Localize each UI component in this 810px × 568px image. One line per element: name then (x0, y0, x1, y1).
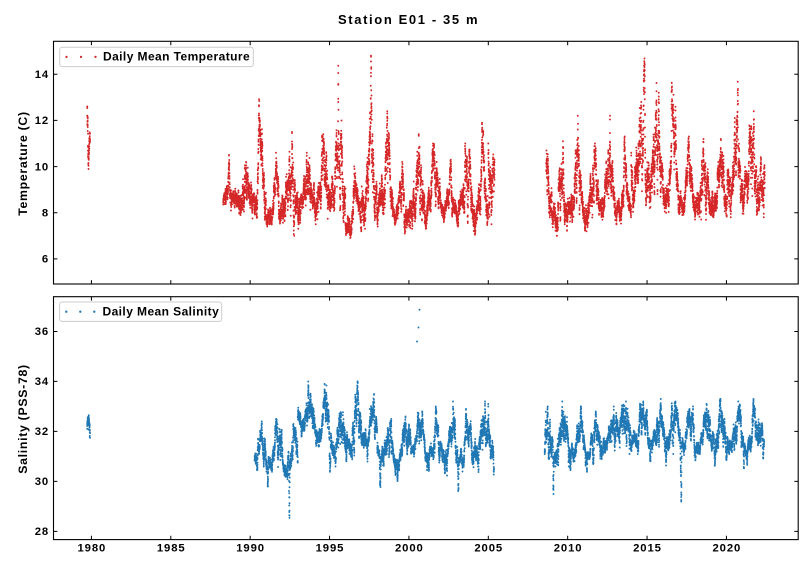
svg-text:2015: 2015 (633, 543, 662, 555)
svg-text:Daily Mean Salinity: Daily Mean Salinity (103, 305, 220, 319)
svg-text:36: 36 (35, 326, 49, 338)
svg-text:1995: 1995 (316, 543, 345, 555)
svg-text:Station E01 - 35 m: Station E01 - 35 m (338, 12, 479, 27)
svg-text:12: 12 (35, 115, 49, 127)
svg-text:30: 30 (35, 476, 49, 488)
svg-text:28: 28 (35, 526, 49, 538)
svg-text:6: 6 (42, 254, 49, 266)
svg-text:32: 32 (35, 426, 49, 438)
svg-text:34: 34 (35, 376, 49, 388)
svg-text:Daily Mean Temperature: Daily Mean Temperature (103, 50, 250, 64)
svg-text:1985: 1985 (157, 543, 186, 555)
svg-text:1990: 1990 (236, 543, 265, 555)
svg-text:2000: 2000 (395, 543, 424, 555)
svg-text:Salinity (PSS-78): Salinity (PSS-78) (16, 364, 30, 474)
svg-text:14: 14 (35, 69, 49, 81)
svg-text:2010: 2010 (554, 543, 583, 555)
svg-text:10: 10 (35, 161, 49, 173)
svg-text:8: 8 (42, 207, 49, 219)
svg-text:2005: 2005 (474, 543, 503, 555)
svg-text:Temperature (C): Temperature (C) (16, 111, 30, 216)
svg-text:1980: 1980 (78, 543, 107, 555)
svg-text:2020: 2020 (713, 543, 742, 555)
